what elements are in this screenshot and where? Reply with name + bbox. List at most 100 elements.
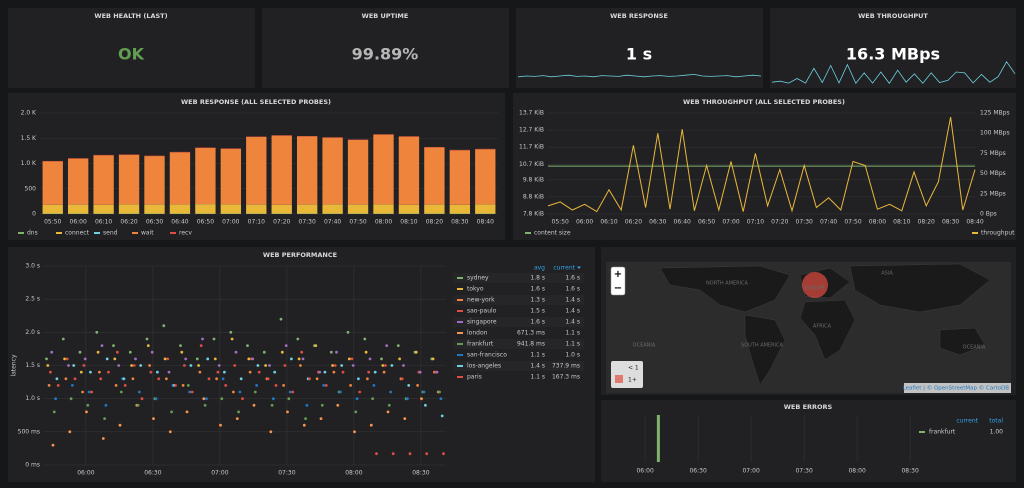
scatter-point <box>189 364 193 367</box>
bar-segment <box>42 161 63 205</box>
scatter-point <box>438 390 441 394</box>
scatter-point <box>90 390 94 394</box>
panel-title: WEB UPTIME <box>362 12 409 20</box>
legend-avg: 1.6 s <box>530 286 545 293</box>
scatter-point <box>420 397 423 401</box>
legend-avg: 1.6 s <box>530 319 545 326</box>
scatter-point <box>168 430 172 434</box>
legend-current: 1.6 s <box>565 275 580 282</box>
scatter-point <box>336 403 340 407</box>
scatter-point <box>156 370 159 374</box>
scatter-point <box>347 357 351 361</box>
zoom-control[interactable] <box>610 266 626 296</box>
legend-current: 1.0 s <box>565 352 580 359</box>
scatter-point <box>364 350 368 354</box>
bar-segment <box>449 213 471 214</box>
legend-label: frankfurt <box>467 341 494 348</box>
legend-label: send <box>103 230 118 237</box>
scatter-point <box>181 384 185 387</box>
legend-label: los-angeles <box>467 363 501 370</box>
scatter-point <box>221 377 225 381</box>
map-marker <box>802 272 828 298</box>
scatter-point <box>248 370 252 374</box>
legend-label: tokyo <box>467 286 484 293</box>
scatter-point <box>400 377 404 381</box>
bar-segment <box>296 213 318 214</box>
scatter-point <box>132 364 136 367</box>
scatter-point <box>349 384 352 387</box>
map-attribution[interactable]: Leaflet | © OpenStreetMap © CartoDB <box>903 385 1010 392</box>
map-legend-label: < 1 <box>628 365 639 372</box>
y-tick-label: 25 MBps <box>980 190 1006 197</box>
x-tick-label: 07:00 <box>211 470 228 477</box>
stat-value: 99.89% <box>352 45 419 64</box>
series-line <box>547 116 976 213</box>
bar-segment <box>220 213 242 214</box>
scatter-point <box>79 370 83 374</box>
scatter-point <box>46 364 50 367</box>
zoom-button[interactable]: + <box>614 269 622 280</box>
scatter-point <box>64 377 68 381</box>
scatter-point <box>47 384 51 387</box>
legend-current: 1.4 s <box>565 308 580 315</box>
legend-label: sydney <box>467 275 489 282</box>
scatter-point <box>113 357 117 361</box>
legend-current: 737.9 ms <box>552 363 580 370</box>
scatter-point <box>114 384 118 387</box>
scatter-point <box>65 357 69 361</box>
legend-current: 1.1 s <box>565 341 580 348</box>
scatter-point <box>45 357 48 361</box>
x-tick-label: 06:40 <box>674 219 691 226</box>
scatter-point <box>268 364 271 367</box>
bar-segment <box>322 137 343 205</box>
x-tick-label: 06:30 <box>649 219 666 226</box>
x-tick-label: 06:20 <box>625 219 642 226</box>
scatter-point <box>323 370 327 374</box>
scatter-point <box>339 390 342 394</box>
panel-title: WEB RESPONSE <box>610 12 668 20</box>
scatter-point <box>186 384 190 387</box>
legend-avg: 1.3 s <box>530 297 545 304</box>
scatter-point <box>213 357 217 361</box>
scatter-point <box>134 357 137 361</box>
stat-value: 16.3 MBps <box>846 45 940 64</box>
x-tick-label: 06:30 <box>689 468 706 475</box>
scatter-point <box>299 364 302 367</box>
x-tick-label: 07:20 <box>273 219 290 226</box>
legend-row <box>453 361 584 371</box>
panel <box>601 400 1016 482</box>
scatter-point <box>253 390 257 394</box>
bar-segment <box>246 204 267 214</box>
scatter-point <box>152 417 155 420</box>
map-label: OCEANIA <box>963 345 986 351</box>
bar-segment <box>67 204 89 214</box>
scatter-point <box>406 397 409 401</box>
bar-segment <box>373 134 394 205</box>
bar-segment <box>93 204 114 214</box>
y-tick-label: 1.0 K <box>21 160 37 167</box>
x-tick-label: 06:40 <box>171 219 188 226</box>
scatter-point <box>82 364 86 367</box>
zoom-button[interactable]: − <box>614 283 622 294</box>
scatter-point <box>346 330 350 334</box>
x-tick-label: 07:30 <box>299 219 316 226</box>
bar-segment <box>118 213 140 214</box>
map-label: AFRICA <box>813 324 832 330</box>
scatter-point <box>403 417 407 420</box>
x-tick-label: 07:20 <box>771 219 788 226</box>
scatter-point <box>148 364 152 367</box>
scatter-point <box>116 350 119 354</box>
scatter-point <box>72 364 76 367</box>
scatter-point <box>424 403 427 407</box>
scatter-point <box>320 403 324 407</box>
bar-segment <box>424 147 445 205</box>
scatter-point <box>340 364 344 367</box>
panel-title: WEB THROUGHPUT (ALL SELECTED PROBES) <box>683 98 845 106</box>
sparkline <box>771 61 1016 85</box>
scatter-point <box>167 370 171 374</box>
scatter-point <box>371 397 374 401</box>
y-tick-label: 0 Bps <box>980 211 997 218</box>
scatter-point <box>402 364 405 367</box>
scatter-point <box>78 350 82 354</box>
